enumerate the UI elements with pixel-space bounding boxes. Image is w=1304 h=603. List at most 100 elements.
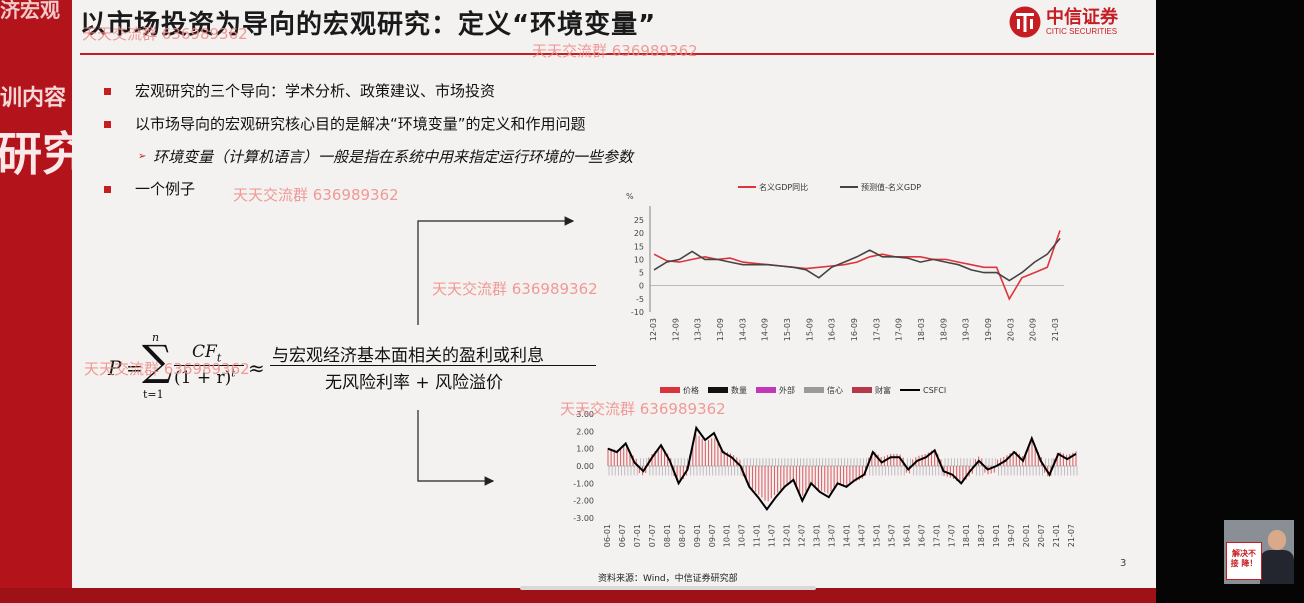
y-tick-label: 2.00	[576, 427, 594, 436]
legend-label: 财富	[875, 385, 891, 395]
arrow-to-gdp-chart	[417, 216, 575, 325]
x-tick-label: 20-07	[1037, 524, 1046, 547]
formula-equals: =	[126, 356, 143, 380]
bullet-2: 以市场导向的宏观研究核心目的是解决“环境变量”的定义和作用问题	[135, 115, 586, 133]
bullet-marker	[104, 121, 111, 128]
bullet-marker	[104, 186, 111, 193]
y-tick-label: 0	[639, 282, 644, 291]
sum-lower: t=1	[143, 388, 164, 401]
sum-upper: n	[152, 331, 160, 344]
logo-name: 中信证券	[1046, 7, 1118, 28]
page-number: 3	[1120, 558, 1127, 569]
x-tick-label: 17-03	[872, 318, 881, 341]
x-tick-label: 17-01	[932, 524, 941, 547]
ghost-text-big: 研究	[0, 127, 72, 181]
legend-label: 外部	[779, 385, 795, 395]
x-tick-label: 16-09	[850, 318, 859, 341]
playback-scrollbar[interactable]	[520, 586, 816, 590]
legend-swatch	[804, 387, 824, 393]
x-tick-label: 20-09	[1029, 318, 1038, 341]
legend-swatch	[660, 387, 680, 393]
x-tick-label: 07-07	[648, 524, 657, 547]
x-tick-label: 10-07	[738, 524, 747, 547]
x-tick-label: 16-01	[902, 524, 911, 547]
bottom-red-bar	[0, 588, 1160, 603]
watermark: 天天交流群 636989362	[84, 360, 250, 378]
x-tick-label: 18-03	[917, 318, 926, 341]
discount-base: (1 + r)	[174, 368, 232, 388]
x-tick-label: 19-07	[1007, 524, 1016, 547]
x-tick-label: 21-03	[1051, 318, 1060, 341]
presenter-video[interactable]: 解决不 接 降！	[1224, 520, 1294, 584]
x-tick-label: 21-01	[1052, 524, 1061, 547]
sub-bullet: 环境变量（计算机语言）一般是指在系统中用来指定运行环境的一些参数	[153, 148, 634, 166]
bullet-example: 一个例子	[135, 180, 196, 198]
bullet-1: 宏观研究的三个导向：学术分析、政策建议、市场投资	[135, 82, 496, 100]
arrow-to-fci-chart	[417, 410, 495, 486]
discount-factor: (1 + r)t	[174, 368, 235, 388]
watermark: 天天交流群 636989362	[233, 186, 399, 204]
y-tick-label: 25	[634, 216, 644, 225]
presenter-body	[1260, 550, 1294, 584]
macro-fraction-line	[270, 365, 596, 366]
x-tick-label: 20-03	[1006, 318, 1015, 341]
x-tick-label: 12-09	[671, 318, 680, 341]
cashflow: CFt	[192, 342, 221, 364]
legend-label: 价格	[683, 385, 699, 395]
x-tick-label: 16-07	[917, 524, 926, 547]
x-tick-label: 10-01	[723, 524, 732, 547]
watermark: 天天交流群 636989362	[432, 280, 598, 298]
x-tick-label: 12-07	[798, 524, 807, 547]
x-tick-label: 08-07	[678, 524, 687, 547]
cashflow-subscript: t	[216, 351, 222, 365]
x-tick-label: 15-07	[887, 524, 896, 547]
x-tick-label: 13-09	[716, 318, 725, 341]
x-tick-label: 19-03	[962, 318, 971, 341]
watermark: 天天交流群 636989362	[560, 400, 726, 418]
x-tick-label: 12-01	[783, 524, 792, 547]
legend-label: 数量	[731, 385, 747, 395]
y-tick-label: 3.00	[576, 410, 594, 419]
x-tick-label: 15-03	[783, 318, 792, 341]
x-tick-label: 15-01	[872, 524, 881, 547]
macro-numerator: 与宏观经济基本面相关的盈利或利息	[272, 346, 544, 366]
y-tick-label: 0.00	[576, 462, 594, 471]
legend-swatch	[756, 387, 776, 393]
x-tick-label: 11-07	[768, 524, 777, 547]
fraction-line	[174, 365, 244, 366]
x-tick-label: 19-01	[992, 524, 1001, 547]
sigma-icon: ∑	[142, 336, 172, 385]
fci-chart: 价格 数量 外部 信心 财富 CSFCI 3.00 2.00 1.00 0.00 -1.00 -2.0…	[573, 385, 1078, 547]
citic-logo: 中信证券 CITIC SECURITIES	[1008, 2, 1148, 46]
sign-line-2: 接 降！	[1230, 559, 1258, 568]
ghost-text-mid: 训内容	[0, 86, 67, 111]
left-red-panel: 济宏观 训内容 研究	[0, 0, 72, 590]
x-tick-label: 09-07	[708, 524, 717, 547]
logo-subtitle: CITIC SECURITIES	[1046, 27, 1118, 36]
y-tick-label: -5	[636, 295, 644, 304]
x-tick-label: 14-01	[842, 524, 851, 547]
y-tick-label: -1.00	[573, 479, 594, 488]
x-tick-label: 13-01	[813, 524, 822, 547]
x-tick-label: 20-01	[1022, 524, 1031, 547]
sub-bullet-arrow-icon: ➢	[138, 151, 147, 162]
citic-emblem-icon	[1009, 6, 1041, 38]
title-divider	[80, 53, 1154, 55]
y-tick-label: -10	[631, 308, 644, 317]
y-tick-label: -2.00	[573, 497, 594, 506]
y-tick-label: 1.00	[576, 445, 594, 454]
x-tick-label: 06-01	[603, 524, 612, 547]
gdp-chart: 名义GDP同比 预测值-名义GDP% 25 20 15 10 5 0 -5 -10 12-03 12-…	[626, 182, 1064, 341]
x-tick-label: 14-09	[761, 318, 770, 341]
formula-lhs: P	[108, 356, 122, 380]
source-note: 资料来源：Wind，中信证券研究部	[598, 574, 738, 584]
x-tick-label: 18-07	[977, 524, 986, 547]
x-tick-label: 15-09	[805, 318, 814, 341]
x-tick-label: 13-07	[828, 524, 837, 547]
y-tick-label: 5	[639, 269, 644, 278]
x-tick-label: 19-09	[984, 318, 993, 341]
cashflow-label: CF	[192, 342, 217, 362]
x-tick-label: 21-07	[1067, 524, 1076, 547]
